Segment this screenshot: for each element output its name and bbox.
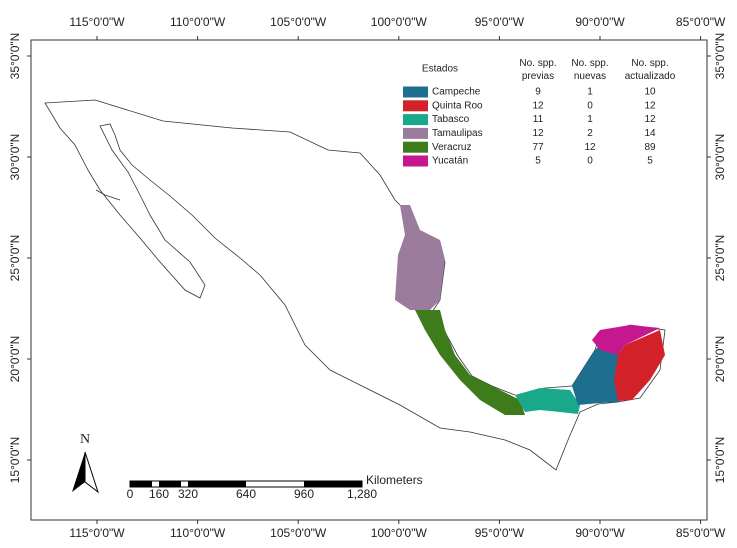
scale-segment <box>174 481 181 487</box>
legend-state: Veracruz <box>432 142 471 153</box>
legend-actualizado: 14 <box>644 128 656 139</box>
lat-label-left: 35°0'0"N <box>8 33 22 80</box>
lon-label-bottom: 110°0'0"W <box>170 526 226 540</box>
lon-label-top: 85°0'0"W <box>676 15 726 29</box>
legend-header: No. spp. previas <box>519 58 556 82</box>
north-arrow: N <box>72 432 99 494</box>
legend-nuevas: 1 <box>587 114 593 125</box>
scale-segment <box>304 481 362 487</box>
lon-label-top: 110°0'0"W <box>170 15 226 29</box>
state-regions <box>395 205 665 415</box>
scale-segment <box>159 481 174 487</box>
north-label: N <box>80 432 90 447</box>
legend-actualizado: 5 <box>647 156 653 167</box>
lat-label-right: 15°0'0"N <box>713 437 727 484</box>
legend-actualizado: 12 <box>644 100 656 111</box>
scale-label: 960 <box>294 487 314 501</box>
scale-label: 0 <box>127 487 134 501</box>
lat-label-right: 25°0'0"N <box>713 235 727 282</box>
legend-actualizado: 12 <box>644 114 656 125</box>
legend-nuevas: 2 <box>587 128 593 139</box>
scale-segment <box>145 481 152 487</box>
lon-label-bottom: 85°0'0"W <box>676 526 726 540</box>
scale-segment <box>130 481 145 487</box>
legend-swatch <box>403 114 428 126</box>
lon-label-bottom: 115°0'0"W <box>69 526 125 540</box>
legend-nuevas: 12 <box>584 142 596 153</box>
region-tamaulipas <box>395 205 445 310</box>
legend-actualizado: 89 <box>644 142 656 153</box>
legend-previas: 11 <box>533 114 544 125</box>
lat-label-right: 30°0'0"N <box>713 134 727 181</box>
country-outline <box>44 99 666 471</box>
lon-label-top: 100°0'0"W <box>371 15 428 29</box>
region-yucatan <box>592 325 660 355</box>
scale-label: 640 <box>236 487 256 501</box>
legend-nuevas: 0 <box>587 100 593 111</box>
lon-label-top: 95°0'0"W <box>475 15 525 29</box>
legend-previas: 9 <box>535 87 541 98</box>
legend-state: Tamaulipas <box>432 128 483 139</box>
legend-state: Quinta Roo <box>432 100 483 111</box>
region-veracruz <box>415 310 525 415</box>
map-frame <box>30 39 708 521</box>
scale-label: 1,280 <box>347 487 377 501</box>
lat-label-left: 30°0'0"N <box>8 134 22 181</box>
lon-label-top: 90°0'0"W <box>575 15 625 29</box>
legend-previas: 12 <box>532 100 544 111</box>
scale-unit: Kilometers <box>366 473 423 487</box>
legend-header: No. spp. nuevas <box>571 58 608 82</box>
region-quintana-roo <box>614 330 665 401</box>
lon-label-bottom: 100°0'0"W <box>371 526 428 540</box>
lat-label-right: 35°0'0"N <box>713 33 727 80</box>
legend-header: No. spp. actualizado <box>625 58 676 82</box>
legend-swatch <box>403 141 428 153</box>
lat-label-right: 20°0'0"N <box>713 336 727 383</box>
lat-label-left: 15°0'0"N <box>8 437 22 484</box>
legend-swatch <box>403 100 428 112</box>
legend-state: Campeche <box>432 87 481 98</box>
region-tabasco <box>515 388 580 414</box>
lon-label-bottom: 90°0'0"W <box>575 526 625 540</box>
legend-previas: 12 <box>532 128 544 139</box>
scale-segment <box>188 481 246 487</box>
legend-previas: 77 <box>532 142 544 153</box>
lon-label-top: 115°0'0"W <box>69 15 125 29</box>
lon-label-top: 105°0'0"W <box>270 15 327 29</box>
lat-label-left: 25°0'0"N <box>8 235 22 282</box>
legend-actualizado: 10 <box>644 87 656 98</box>
legend-header: Estados <box>422 64 458 75</box>
legend-nuevas: 0 <box>587 156 593 167</box>
legend-nuevas: 1 <box>587 87 593 98</box>
legend-swatch <box>403 127 428 139</box>
legend-state: Tabasco <box>432 114 470 125</box>
lat-label-left: 20°0'0"N <box>8 336 22 383</box>
legend-previas: 5 <box>535 156 541 167</box>
scale-label: 320 <box>178 487 198 501</box>
legend-state: Yucatán <box>432 156 468 167</box>
legend-swatch <box>403 155 428 167</box>
legend-swatch <box>403 86 428 98</box>
lon-label-bottom: 105°0'0"W <box>270 526 327 540</box>
lon-label-bottom: 95°0'0"W <box>475 526 525 540</box>
scale-label: 160 <box>149 487 169 501</box>
region-campeche <box>572 345 620 405</box>
